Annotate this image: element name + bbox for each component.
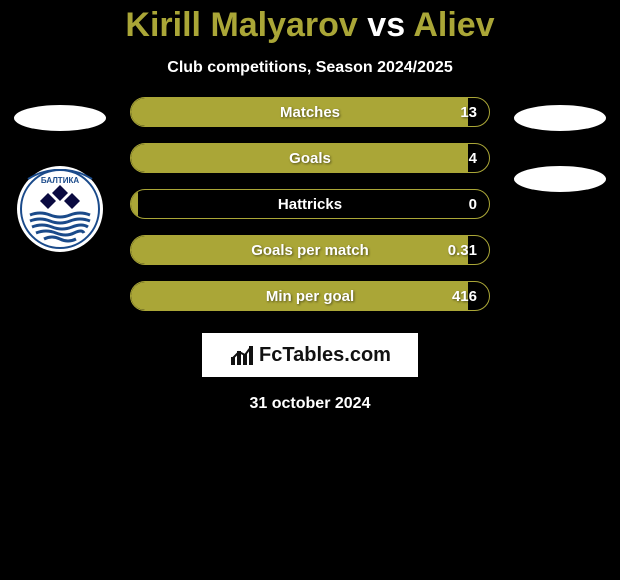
stat-label: Goals xyxy=(131,144,489,172)
svg-text:БАЛТИКА: БАЛТИКА xyxy=(41,176,79,185)
stat-row-goals: Goals 4 xyxy=(130,143,490,173)
player1-name: Kirill Malyarov xyxy=(125,6,357,44)
stats-column: Matches 13 Goals 4 Hattricks 0 Goals per… xyxy=(110,97,510,311)
player2-photo-placeholder xyxy=(514,105,606,131)
player1-photo-placeholder xyxy=(14,105,106,131)
player1-club-crest: БАЛТИКА xyxy=(17,166,103,252)
stat-row-goals-per-match: Goals per match 0.31 xyxy=(130,235,490,265)
stat-value: 416 xyxy=(452,282,477,310)
stat-value: 0 xyxy=(469,190,477,218)
brand-text: FcTables.com xyxy=(259,344,391,367)
date-label: 31 october 2024 xyxy=(0,395,620,413)
subtitle: Club competitions, Season 2024/2025 xyxy=(0,59,620,77)
stat-label: Matches xyxy=(131,98,489,126)
left-side: БАЛТИКА xyxy=(10,97,110,252)
bars-icon xyxy=(229,343,257,367)
comparison-title: Kirill Malyarov vs Aliev xyxy=(0,0,620,45)
stat-label: Min per goal xyxy=(131,282,489,310)
stat-row-min-per-goal: Min per goal 416 xyxy=(130,281,490,311)
brand-badge: FcTables.com xyxy=(202,333,418,377)
player2-club-placeholder xyxy=(514,166,606,192)
stat-value: 0.31 xyxy=(448,236,477,264)
stat-row-hattricks: Hattricks 0 xyxy=(130,189,490,219)
right-side xyxy=(510,97,610,192)
stat-label: Goals per match xyxy=(131,236,489,264)
main-layout: БАЛТИКА Matches 13 xyxy=(0,97,620,311)
stat-label: Hattricks xyxy=(131,190,489,218)
vs-label: vs xyxy=(367,6,405,44)
stat-value: 4 xyxy=(469,144,477,172)
stat-row-matches: Matches 13 xyxy=(130,97,490,127)
player2-name: Aliev xyxy=(413,6,494,44)
stat-value: 13 xyxy=(460,98,477,126)
